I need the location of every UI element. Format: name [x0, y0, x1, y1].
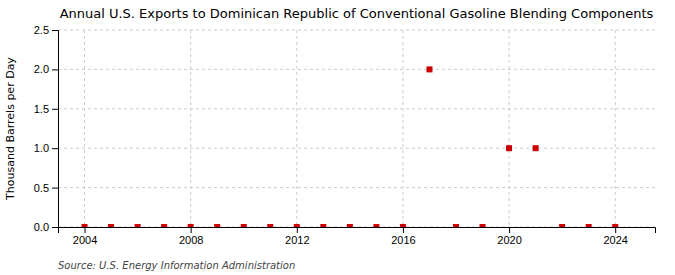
- plot: 2004 2008 2012 2016 2020 2024 0.0 0.5 1.0 1.5 2.0 2…: [34, 24, 656, 246]
- y-axis-tick-label: 2.5: [34, 24, 49, 36]
- grid-line-x: [190, 30, 191, 227]
- x-axis-tick: 2020: [497, 227, 521, 246]
- point: [82, 224, 88, 227]
- y-axis-tick-label: 1.0: [34, 142, 49, 154]
- point: [586, 224, 592, 227]
- x-axis-tick-mark: [297, 227, 298, 233]
- grid-line-x: [615, 30, 616, 227]
- y-axis-tick: 2.0: [34, 63, 58, 75]
- point: [612, 224, 618, 227]
- x-axis-tick: 2016: [391, 227, 415, 246]
- y-axis-tick-mark: [52, 30, 58, 31]
- grid-line-y: [58, 187, 655, 188]
- chart: 2004 2008 2012 2016 2020 2024 0.0 0.5 1.0 1.5 2.0 2…: [0, 0, 675, 275]
- x-axis-tick: 2012: [285, 227, 309, 246]
- x-axis-tick: 2024: [603, 227, 627, 246]
- title: Annual U.S. Exports to Dominican Republi…: [60, 6, 654, 21]
- point: [480, 224, 486, 227]
- point: [161, 224, 167, 227]
- point: [294, 224, 300, 227]
- y-axis-tick-mark: [52, 148, 58, 149]
- grid-line-x: [402, 30, 403, 227]
- x-axis-tick-mark: [615, 227, 616, 233]
- grid-line-y: [58, 69, 655, 70]
- x-axis-tick-mark: [191, 227, 192, 233]
- grid-line-x: [509, 30, 510, 227]
- point: [453, 224, 459, 227]
- y-axis-tick-mark: [52, 69, 58, 70]
- point: [559, 224, 565, 227]
- y-axis-tick-mark: [52, 188, 58, 189]
- point: [320, 224, 326, 227]
- point: [400, 224, 406, 227]
- point: [267, 224, 273, 227]
- y-axis-tick: 1.0: [34, 142, 58, 154]
- points: [82, 66, 619, 227]
- point: [241, 224, 247, 227]
- x-axis-tick-label: 2008: [179, 234, 203, 246]
- point: [214, 224, 220, 227]
- point: [533, 145, 539, 151]
- y-axis-tick: 2.5: [34, 24, 58, 36]
- y-axis-tick-mark: [52, 227, 58, 228]
- y-axis-tick-label: 0.0: [34, 221, 49, 233]
- y-axis-tick: 0.5: [34, 182, 58, 194]
- y-axis-tick: 0.0: [34, 221, 58, 233]
- x-axis-tick-mark: [403, 227, 404, 233]
- grid-line-x: [84, 30, 85, 227]
- grid-line-y: [58, 108, 655, 109]
- point: [347, 224, 353, 227]
- x-axis-tick-label: 2012: [285, 234, 309, 246]
- point: [135, 224, 141, 227]
- y-axis-tick-label: 2.0: [34, 63, 49, 75]
- x-axis-tick-label: 2024: [603, 234, 627, 246]
- x-axis-tick-mark: [509, 227, 510, 233]
- y-axis-tick-label: 0.5: [34, 182, 49, 194]
- y-axis-tick-mark: [52, 109, 58, 110]
- x-axis: 2004 2008 2012 2016 2020 2024: [59, 227, 656, 246]
- x-axis-line: [59, 228, 656, 234]
- point: [506, 145, 512, 151]
- grid-line-x: [296, 30, 297, 227]
- grid-line-y: [58, 30, 655, 31]
- y-axis-tick-label: 1.5: [34, 103, 49, 115]
- point: [108, 224, 114, 227]
- x-axis-tick-label: 2016: [391, 234, 415, 246]
- point: [426, 66, 432, 72]
- grid-line-y: [58, 148, 655, 149]
- x-axis-tick-label: 2020: [497, 234, 521, 246]
- y-axis-line: [52, 31, 59, 228]
- point: [373, 224, 379, 227]
- x-axis-tick: 2004: [73, 227, 97, 246]
- grid: [58, 30, 655, 227]
- y-axis-tick: 1.5: [34, 103, 58, 115]
- x-axis-tick-mark: [85, 227, 86, 233]
- x-axis-tick: 2008: [179, 227, 203, 246]
- x-axis-tick-label: 2004: [73, 234, 97, 246]
- y-axis: 0.0 0.5 1.0 1.5 2.0 2.5: [34, 24, 59, 233]
- y-axis-title: Thousand Barrels per Day: [4, 57, 17, 201]
- source: Source: U.S. Energy Information Administ…: [58, 260, 295, 271]
- point: [188, 224, 194, 227]
